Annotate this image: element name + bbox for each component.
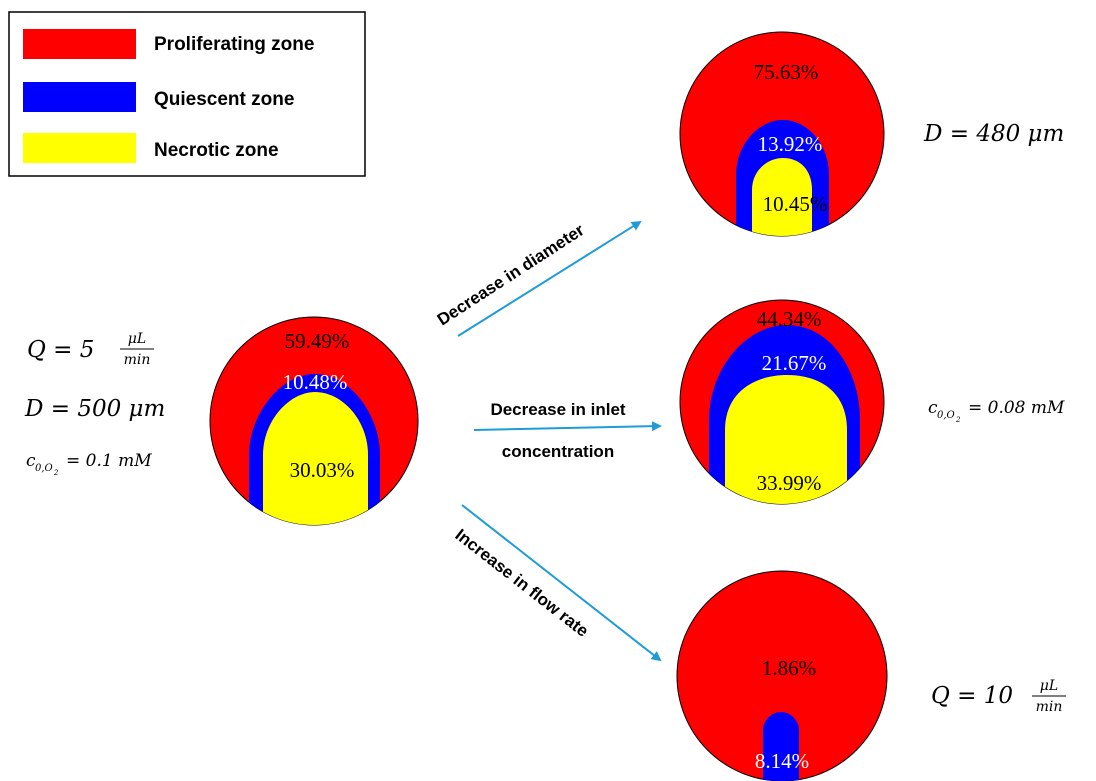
base-concentration: = 0.1 mM — [66, 451, 152, 471]
flow-proliferating-zone — [676, 570, 888, 781]
inlet-c-symbol: c — [928, 398, 938, 418]
base-quiescent-pct: 10.48% — [283, 370, 348, 394]
diameter-proliferating-pct: 75.63% — [754, 60, 819, 84]
flow-quiescent-zone — [763, 712, 799, 781]
arrow-flow — [461, 504, 662, 662]
flow-quiescent-pct: 8.14% — [755, 749, 809, 773]
inlet-concentration: = 0.08 mM — [968, 398, 1065, 418]
tumor-decrease-inlet: 44.34% 21.67% 33.99% c 0,O 2 = 0.08 mM — [679, 299, 1065, 505]
inlet-proliferating-pct: 44.34% — [757, 307, 822, 331]
inlet-necrotic-zone — [725, 375, 847, 504]
diameter-quiescent-pct: 13.92% — [758, 132, 823, 156]
legend-swatch-quiescent — [23, 82, 136, 112]
arrows: Decrease in diameter Decrease in inlet c… — [434, 220, 662, 662]
base-necrotic-pct: 30.03% — [290, 458, 355, 482]
diameter-necrotic-zone — [752, 158, 812, 236]
flow-rate-value: Q = 10 — [931, 683, 1013, 709]
arrow-diameter — [457, 220, 642, 337]
diameter-value: D = 480 μm — [923, 121, 1064, 147]
inlet-c-subscript2: 2 — [955, 416, 961, 424]
arrow-inlet-label-line2: concentration — [502, 442, 614, 461]
tumor-increase-flow: 1.86% 8.14% Q = 10 μL min — [676, 570, 1066, 781]
legend-label-necrotic: Necrotic zone — [154, 140, 279, 161]
flow-unit-num: μL — [1040, 678, 1058, 694]
arrow-flow-label: Increase in flow rate — [452, 525, 593, 641]
base-flow-unit-den: min — [124, 352, 151, 368]
base-proliferating-pct: 59.49% — [285, 329, 350, 353]
arrow-inlet — [473, 421, 662, 432]
legend-label-quiescent: Quiescent zone — [154, 89, 294, 110]
inlet-necrotic-pct: 33.99% — [757, 471, 822, 495]
flow-proliferating-pct: 1.86% — [762, 656, 816, 680]
base-c-symbol: c — [26, 451, 36, 471]
base-tumor: 59.49% 10.48% 30.03% — [209, 316, 419, 526]
base-c-subscript: 0,O — [35, 463, 53, 474]
legend-swatch-necrotic — [23, 133, 136, 163]
tumor-decrease-diameter: 75.63% 13.92% 10.45% D = 480 μm — [679, 31, 1064, 237]
legend-swatch-proliferating — [23, 29, 136, 59]
legend-label-proliferating: Proliferating zone — [154, 34, 314, 55]
inlet-c-subscript: 0,O — [937, 410, 955, 421]
arrow-diameter-label: Decrease in diameter — [434, 220, 588, 329]
flow-unit-den: min — [1036, 699, 1063, 715]
base-c-subscript2: 2 — [53, 469, 59, 477]
base-diameter: D = 500 μm — [24, 396, 165, 422]
base-parameters: Q = 5 μL min D = 500 μm c 0,O 2 = 0.1 mM — [24, 331, 165, 477]
base-necrotic-zone — [263, 392, 368, 525]
diameter-necrotic-pct: 10.45% — [763, 192, 828, 216]
legend: Proliferating zone Quiescent zone Necrot… — [8, 11, 366, 177]
arrow-inlet-label-line1: Decrease in inlet — [490, 400, 625, 419]
inlet-quiescent-pct: 21.67% — [762, 351, 827, 375]
base-flow-rate: Q = 5 — [27, 337, 94, 363]
base-flow-unit-num: μL — [128, 331, 146, 347]
